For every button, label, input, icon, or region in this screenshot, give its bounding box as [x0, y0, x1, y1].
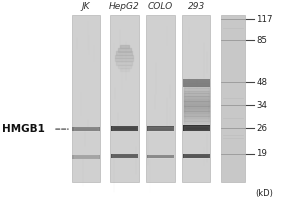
Bar [111, 154, 138, 158]
Bar [72, 155, 100, 159]
Bar [182, 154, 210, 158]
Text: HMGB1: HMGB1 [2, 124, 45, 134]
Text: 117: 117 [256, 15, 273, 24]
Text: HepG2: HepG2 [109, 2, 140, 11]
Bar [221, 15, 245, 182]
Text: COLO: COLO [148, 2, 173, 11]
Bar [182, 125, 210, 131]
Bar [147, 126, 174, 131]
Bar [182, 79, 210, 87]
Text: (kD): (kD) [255, 189, 273, 198]
Bar [72, 127, 100, 131]
Bar [72, 15, 100, 182]
Text: 19: 19 [256, 149, 267, 158]
Bar [182, 15, 211, 182]
Text: 48: 48 [256, 78, 267, 87]
Text: 293: 293 [188, 2, 205, 11]
Bar [147, 155, 174, 158]
Bar [146, 15, 175, 182]
Bar [110, 15, 139, 182]
Text: 34: 34 [256, 101, 267, 110]
Bar [111, 126, 138, 131]
Text: 26: 26 [256, 124, 267, 133]
Text: 85: 85 [256, 36, 267, 45]
Text: JK: JK [82, 2, 90, 11]
